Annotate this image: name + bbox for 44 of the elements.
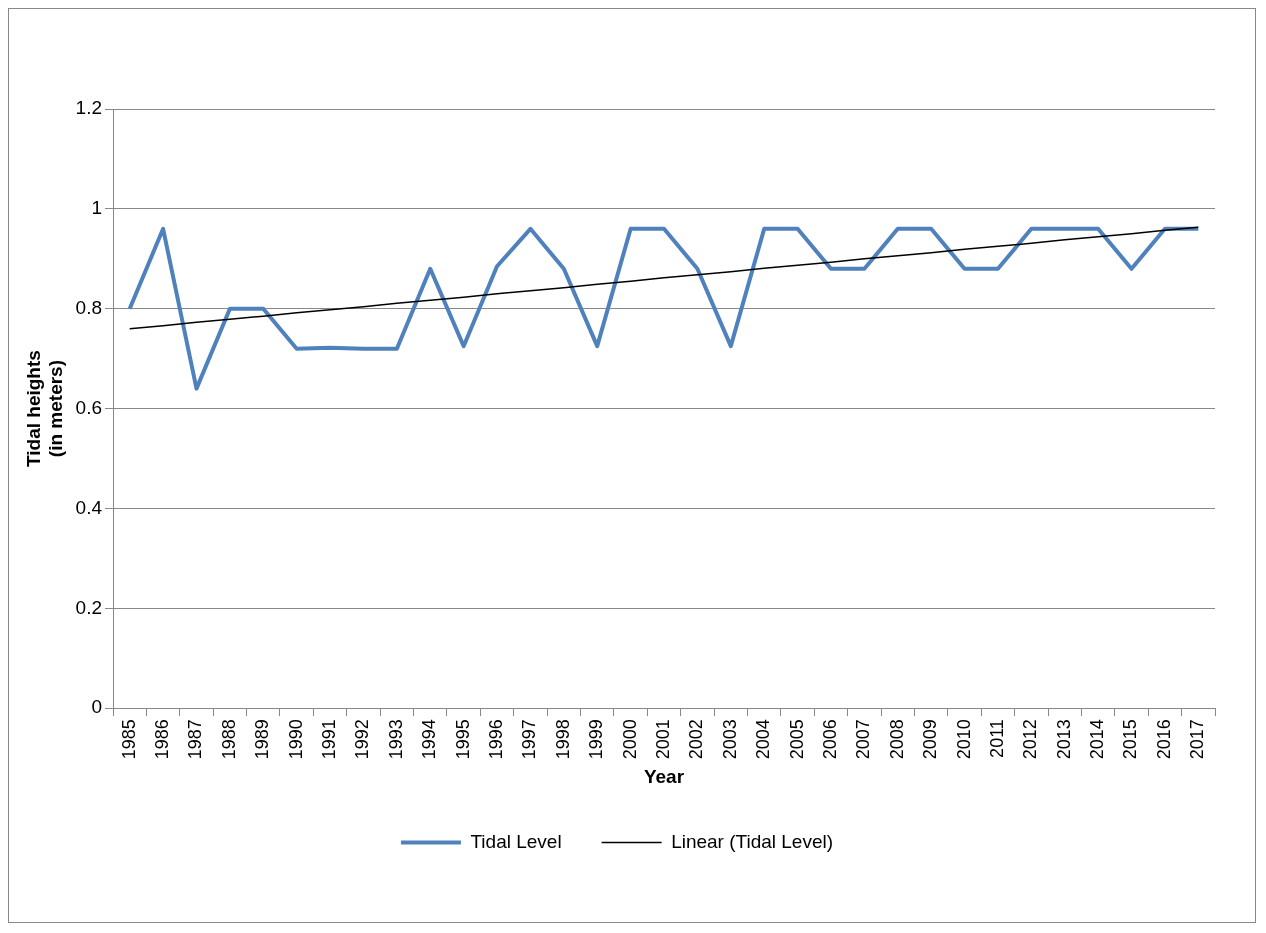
x-tick-label: 2008 (886, 719, 907, 760)
y-tick-label: 0.4 (75, 496, 103, 518)
x-tick-label: 1997 (519, 719, 540, 760)
x-tick-label: 2015 (1120, 719, 1141, 760)
x-tick-label: 2007 (853, 719, 874, 760)
x-tick-label: 2016 (1153, 719, 1174, 760)
x-tick-label: 2001 (652, 719, 673, 760)
x-tick-label: 2014 (1087, 719, 1108, 760)
x-tick-label: 2004 (753, 719, 774, 760)
x-tick-label: 1985 (118, 719, 139, 760)
x-tick-label: 2006 (819, 719, 840, 760)
legend-label: Tidal Level (470, 830, 562, 852)
x-tick-label: 1986 (152, 719, 173, 760)
x-tick-label: 2009 (920, 719, 941, 760)
x-tick-label: 1998 (552, 719, 573, 760)
x-tick-label: 2002 (686, 719, 707, 760)
y-tick-label: 1.2 (75, 97, 103, 119)
x-tick-label: 1993 (385, 719, 406, 760)
x-tick-label: 1987 (185, 719, 206, 760)
x-tick-label: 2011 (986, 719, 1007, 758)
x-axis-title: Year (643, 765, 685, 787)
x-tick-label: 2000 (619, 719, 640, 760)
x-tick-label: 2003 (719, 719, 740, 760)
x-tick-label: 1992 (352, 719, 373, 760)
x-tick-label: 1999 (586, 719, 607, 760)
x-tick-label: 1988 (218, 719, 239, 760)
y-tick-label: 0 (91, 696, 103, 718)
legend-label: Linear (Tidal Level) (671, 830, 834, 852)
y-tick-label: 0.8 (75, 296, 103, 318)
x-tick-label: 1990 (285, 719, 306, 760)
y-tick-label: 0.6 (75, 396, 103, 418)
x-tick-label: 1991 (319, 719, 340, 760)
x-tick-label: 2010 (953, 719, 974, 760)
x-tick-label: 2013 (1053, 719, 1074, 760)
x-tick-label: 1994 (419, 719, 440, 760)
x-tick-label: 2012 (1020, 719, 1041, 760)
x-tick-label: 1995 (452, 719, 473, 760)
x-tick-label: 2017 (1187, 719, 1208, 760)
y-tick-label: 1 (91, 197, 103, 219)
x-tick-label: 1989 (252, 719, 273, 760)
y-tick-label: 0.2 (75, 596, 103, 618)
x-tick-label: 2005 (786, 719, 807, 760)
y-axis-title: Tidal heights (in meters) (22, 350, 67, 467)
x-tick-label: 1996 (486, 719, 507, 760)
